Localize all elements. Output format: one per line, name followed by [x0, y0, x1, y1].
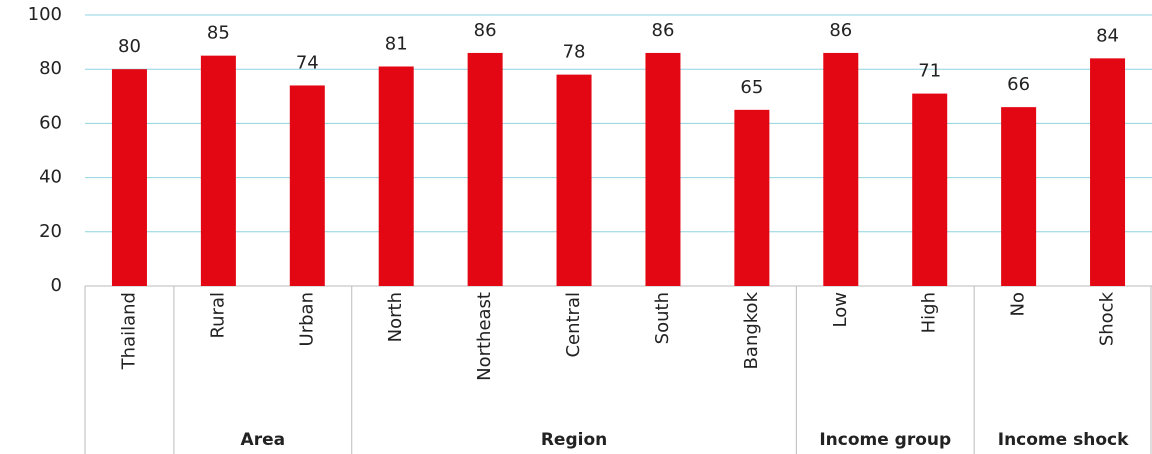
- bar: [556, 74, 592, 287]
- data-label: 86: [474, 20, 497, 41]
- group-label: Region: [541, 430, 607, 450]
- bar: [912, 93, 948, 286]
- data-label: 81: [385, 33, 408, 54]
- y-tick-label: 100: [28, 4, 62, 25]
- bar: [823, 52, 859, 286]
- y-tick-label: 0: [51, 275, 62, 296]
- data-label: 65: [740, 77, 763, 98]
- y-tick-label: 20: [39, 221, 62, 242]
- x-tick-label: North: [385, 292, 406, 342]
- x-tick-label: No: [1008, 292, 1029, 316]
- x-tick-label: South: [652, 292, 673, 344]
- y-tick-label: 40: [39, 167, 62, 188]
- bar: [645, 52, 681, 286]
- data-label: 84: [1096, 25, 1119, 46]
- x-tick-label: Urban: [296, 292, 317, 346]
- y-tick-label: 80: [39, 58, 62, 79]
- x-tick-label: Central: [563, 292, 584, 358]
- data-label: 78: [563, 42, 586, 63]
- x-tick-label: High: [919, 292, 940, 333]
- data-label: 80: [118, 36, 141, 57]
- group-label: Income shock: [998, 430, 1129, 450]
- data-label: 74: [296, 52, 319, 73]
- x-tick-label: Rural: [207, 292, 228, 339]
- x-tick-label: Bangkok: [741, 291, 762, 369]
- x-tick-label: Low: [830, 292, 851, 327]
- bar: [111, 69, 147, 286]
- x-tick-label: Shock: [1097, 291, 1118, 346]
- data-label: 86: [652, 20, 675, 41]
- data-label: 85: [207, 23, 230, 44]
- x-tick-label: Northeast: [474, 292, 495, 381]
- group-label: Income group: [819, 430, 951, 450]
- bar: [1001, 107, 1037, 286]
- bar: [734, 109, 770, 286]
- bar: [200, 55, 236, 287]
- x-tick-label: Thailand: [118, 292, 139, 370]
- data-label: 71: [918, 61, 941, 82]
- bar: [467, 52, 503, 286]
- y-tick-label: 60: [39, 112, 62, 133]
- group-label: Area: [241, 430, 286, 450]
- bar: [1090, 58, 1126, 286]
- data-label: 66: [1007, 74, 1030, 95]
- bar: [378, 66, 414, 287]
- data-label: 86: [829, 20, 852, 41]
- bar: [289, 85, 325, 287]
